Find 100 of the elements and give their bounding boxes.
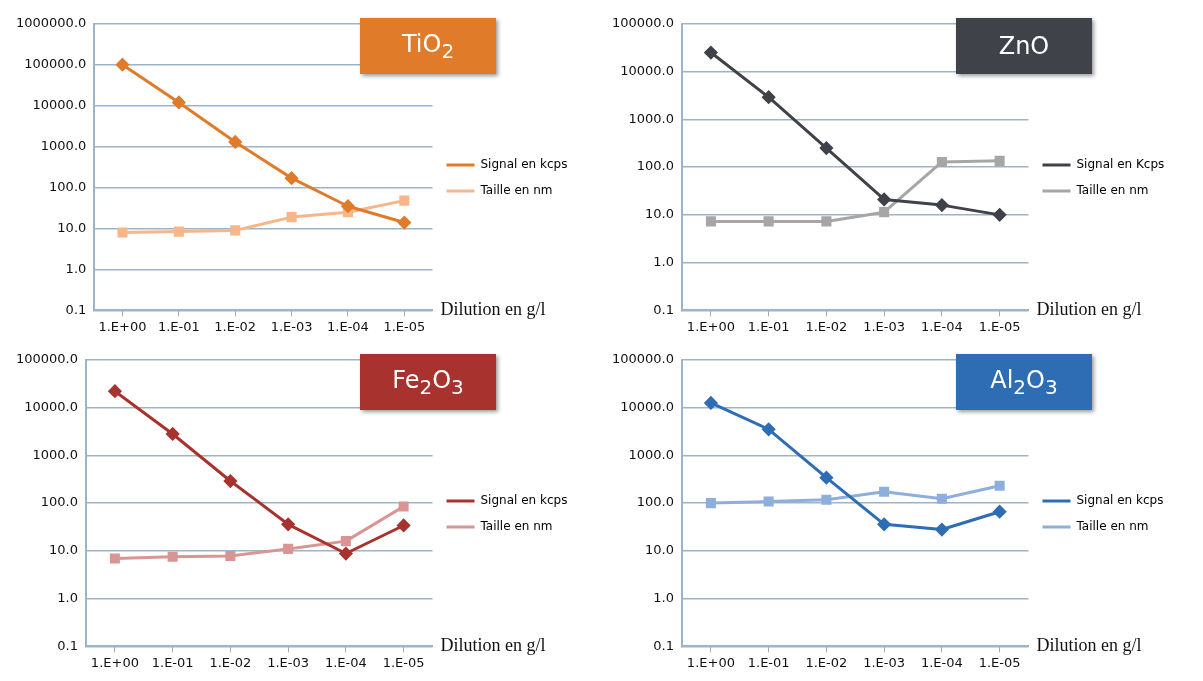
point: [704, 396, 718, 410]
point: [283, 543, 294, 554]
point: [173, 226, 184, 237]
x-tick-label: 1.E+00: [98, 318, 147, 334]
point: [117, 227, 128, 238]
y-tick-label: 0.1: [57, 637, 79, 653]
point: [285, 171, 299, 185]
x-tick-label: 1.E-03: [863, 654, 906, 670]
x-tick-label: 1.E-03: [863, 318, 906, 334]
point: [936, 493, 947, 504]
y-tick-label: 10.0: [49, 542, 79, 558]
point: [994, 480, 1005, 491]
chart-title: TiO$_{2}$: [401, 29, 455, 63]
point: [877, 517, 891, 531]
x-axis-title: Dilution en g/l: [1036, 299, 1142, 320]
legend-label: Signal en kcps: [480, 493, 568, 508]
y-tick-label: 0.1: [65, 301, 87, 317]
y-tick-label: 1000.0: [628, 446, 675, 462]
legend-label: Signal en kcps: [480, 157, 568, 172]
y-tick-label: 1000.0: [628, 110, 675, 126]
x-tick-label: 1.E-04: [920, 318, 963, 334]
chart-title: Al$_{2}$O$_{3}$: [990, 365, 1058, 399]
y-tick-label: 100000.0: [612, 351, 675, 367]
x-tick-label: 1.E-04: [324, 654, 367, 670]
point: [339, 547, 353, 561]
y-tick-label: 0.1: [653, 301, 675, 317]
x-tick-label: 1.E-02: [209, 654, 252, 670]
point: [762, 422, 776, 436]
point: [819, 141, 833, 155]
point: [763, 496, 774, 507]
x-tick-label: 1.E-04: [920, 654, 963, 670]
y-tick-label: 100.0: [636, 494, 675, 510]
y-tick-label: 10.0: [645, 542, 675, 558]
point: [225, 550, 236, 562]
x-tick-label: 1.E-02: [214, 318, 257, 334]
x-tick-label: 1.E+00: [686, 654, 735, 670]
x-tick-label: 1.E-02: [805, 318, 848, 334]
y-tick-label: 1000000.0: [15, 15, 87, 31]
point: [763, 216, 774, 227]
point: [286, 212, 297, 223]
legend-label: Signal en kcps: [1076, 493, 1164, 508]
y-tick-label: 100.0: [40, 494, 79, 510]
chart-title: Fe$_{2}$O$_{3}$: [392, 365, 464, 399]
y-tick-label: 10000.0: [32, 97, 87, 113]
y-tick-label: 1.0: [57, 590, 79, 606]
point: [223, 474, 237, 488]
y-tick-label: 1.0: [653, 590, 675, 606]
point: [281, 517, 295, 531]
x-tick-label: 1.E-01: [151, 654, 194, 670]
y-tick-label: 100000.0: [24, 56, 87, 72]
point: [819, 471, 833, 485]
x-tick-label: 1.E-05: [382, 654, 425, 670]
point: [341, 199, 355, 213]
y-tick-label: 1000.0: [32, 446, 79, 462]
y-tick-label: 1.0: [65, 260, 87, 276]
x-axis-title: Dilution en g/l: [1036, 635, 1142, 656]
x-tick-label: 1.E-05: [383, 318, 426, 334]
point: [935, 198, 949, 212]
point: [935, 523, 949, 537]
y-tick-label: 1.0: [653, 254, 675, 270]
x-tick-label: 1.E-03: [270, 318, 313, 334]
point: [994, 155, 1005, 166]
x-tick-label: 1.E-04: [327, 318, 369, 334]
point: [397, 216, 411, 230]
y-tick-label: 10000.0: [620, 62, 675, 78]
y-tick-label: 1000.0: [40, 138, 87, 153]
point: [821, 216, 832, 227]
x-axis-title: Dilution en g/l: [440, 635, 546, 656]
legend-label: Taille en nm: [1075, 183, 1149, 198]
y-tick-label: 10000.0: [24, 398, 79, 414]
point: [108, 384, 122, 398]
y-tick-label: 0.1: [653, 637, 675, 653]
point: [879, 207, 890, 218]
y-tick-label: 100.0: [636, 158, 675, 174]
point: [399, 195, 410, 206]
point: [821, 494, 832, 505]
y-tick-label: 10.0: [645, 206, 675, 222]
point: [762, 90, 776, 104]
x-tick-label: 1.E-05: [978, 318, 1021, 334]
y-tick-label: 100.0: [49, 178, 87, 194]
point: [228, 135, 242, 149]
point: [879, 486, 890, 497]
legend-label: Taille en nm: [1075, 519, 1149, 534]
point: [993, 505, 1007, 519]
x-tick-label: 1.E-02: [805, 654, 848, 670]
y-tick-label: 100000.0: [612, 15, 675, 31]
y-tick-label: 100000.0: [16, 351, 79, 367]
chart-title: ZnO: [998, 32, 1050, 60]
x-tick-label: 1.E-03: [267, 654, 310, 670]
legend-label: Taille en nm: [479, 183, 553, 198]
point: [877, 192, 891, 206]
point: [230, 225, 241, 236]
point: [167, 551, 178, 562]
x-tick-label: 1.E+00: [686, 318, 735, 334]
point: [172, 95, 186, 109]
point: [340, 536, 351, 547]
y-tick-label: 10000.0: [620, 398, 675, 414]
point: [166, 427, 180, 441]
x-axis-title: Dilution en g/l: [440, 299, 546, 320]
x-tick-label: 1.E-01: [747, 318, 790, 334]
